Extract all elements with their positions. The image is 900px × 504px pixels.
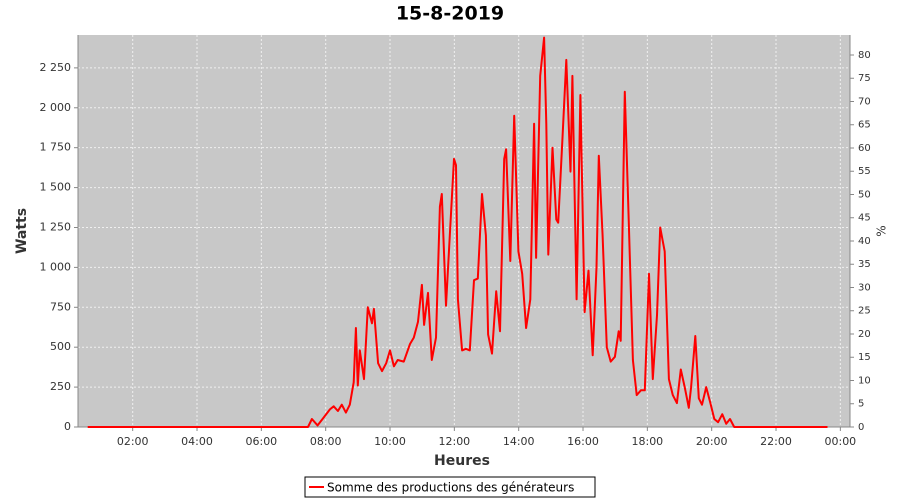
y-tick-label: 2 250 bbox=[40, 61, 72, 74]
chart-title: 15-8-2019 bbox=[396, 3, 504, 25]
y2-tick-label: 5 bbox=[858, 399, 864, 410]
y-tick-label: 1 500 bbox=[40, 181, 72, 194]
y2-tick-label: 80 bbox=[858, 50, 871, 61]
y2-tick-label: 60 bbox=[858, 143, 871, 154]
y-tick-label: 500 bbox=[50, 340, 71, 353]
y2-tick-label: 15 bbox=[858, 352, 871, 363]
y2-axis-label: % bbox=[875, 225, 889, 236]
y-tick-label: 250 bbox=[50, 380, 71, 393]
y2-tick-label: 75 bbox=[858, 73, 871, 84]
y2-tick-label: 40 bbox=[858, 236, 871, 247]
x-tick-label: 00:00 bbox=[824, 435, 856, 448]
y2-tick-label: 20 bbox=[858, 329, 871, 340]
y2-tick-label: 10 bbox=[858, 375, 871, 386]
x-axis-label: Heures bbox=[434, 453, 490, 469]
x-tick-label: 10:00 bbox=[374, 435, 406, 448]
y2-tick-label: 25 bbox=[858, 306, 871, 317]
y-axis-label: Watts bbox=[14, 208, 30, 254]
x-tick-label: 08:00 bbox=[310, 435, 342, 448]
series-line bbox=[87, 36, 828, 428]
x-tick-label: 20:00 bbox=[696, 435, 728, 448]
x-tick-label: 02:00 bbox=[117, 435, 149, 448]
y-tick-label: 1 750 bbox=[40, 141, 72, 154]
y2-tick-label: 35 bbox=[858, 259, 871, 270]
y2-tick-label: 70 bbox=[858, 96, 871, 107]
x-tick-label: 22:00 bbox=[760, 435, 792, 448]
x-tick-label: 14:00 bbox=[503, 435, 535, 448]
y2-tick-label: 55 bbox=[858, 166, 871, 177]
x-tick-label: 06:00 bbox=[245, 435, 277, 448]
y2-tick-label: 0 bbox=[858, 422, 864, 433]
legend-label: Somme des productions des générateurs bbox=[327, 481, 574, 495]
y-tick-label: 2 000 bbox=[40, 101, 72, 114]
x-tick-label: 18:00 bbox=[631, 435, 663, 448]
x-tick-label: 12:00 bbox=[438, 435, 470, 448]
x-tick-label: 04:00 bbox=[181, 435, 213, 448]
y-tick-label: 750 bbox=[50, 300, 71, 313]
y-tick-label: 1 250 bbox=[40, 220, 72, 233]
x-tick-label: 16:00 bbox=[567, 435, 599, 448]
y2-tick-label: 30 bbox=[858, 282, 871, 293]
y2-tick-label: 50 bbox=[858, 189, 871, 200]
y-tick-label: 1 000 bbox=[40, 260, 72, 273]
y2-tick-label: 65 bbox=[858, 120, 871, 131]
plot-area bbox=[78, 35, 850, 427]
y2-tick-label: 45 bbox=[858, 213, 871, 224]
y-tick-label: 0 bbox=[64, 420, 71, 433]
legend bbox=[304, 476, 596, 498]
